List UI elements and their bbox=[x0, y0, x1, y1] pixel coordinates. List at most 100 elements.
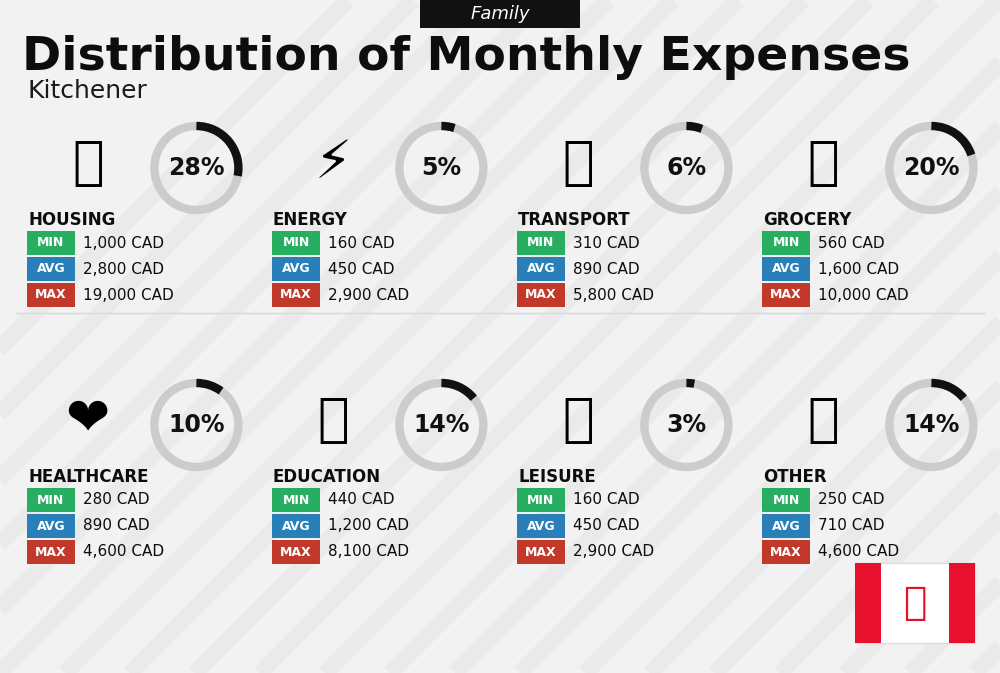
Text: ENERGY: ENERGY bbox=[273, 211, 348, 229]
Text: Family: Family bbox=[470, 5, 530, 23]
Text: 1,200 CAD: 1,200 CAD bbox=[328, 518, 409, 534]
Text: 🏢: 🏢 bbox=[73, 137, 104, 189]
Text: OTHER: OTHER bbox=[763, 468, 827, 486]
Text: AVG: AVG bbox=[282, 262, 310, 275]
Text: MAX: MAX bbox=[525, 289, 557, 302]
FancyBboxPatch shape bbox=[762, 231, 810, 255]
FancyBboxPatch shape bbox=[27, 540, 75, 564]
FancyBboxPatch shape bbox=[272, 231, 320, 255]
Text: 160 CAD: 160 CAD bbox=[328, 236, 395, 250]
FancyBboxPatch shape bbox=[27, 257, 75, 281]
Text: MAX: MAX bbox=[35, 546, 67, 559]
Text: 💰: 💰 bbox=[808, 394, 839, 446]
FancyBboxPatch shape bbox=[517, 283, 565, 307]
Text: MAX: MAX bbox=[770, 546, 802, 559]
Text: 2,900 CAD: 2,900 CAD bbox=[573, 544, 654, 559]
Text: MIN: MIN bbox=[527, 236, 555, 250]
Text: 440 CAD: 440 CAD bbox=[328, 493, 394, 507]
FancyBboxPatch shape bbox=[27, 231, 75, 255]
Text: 450 CAD: 450 CAD bbox=[328, 262, 394, 277]
Text: 🎓: 🎓 bbox=[318, 394, 349, 446]
Text: AVG: AVG bbox=[772, 262, 800, 275]
FancyBboxPatch shape bbox=[420, 0, 580, 28]
Text: 1,600 CAD: 1,600 CAD bbox=[818, 262, 899, 277]
Text: 280 CAD: 280 CAD bbox=[83, 493, 150, 507]
FancyBboxPatch shape bbox=[762, 257, 810, 281]
FancyBboxPatch shape bbox=[272, 540, 320, 564]
Text: 10%: 10% bbox=[168, 413, 225, 437]
Text: 310 CAD: 310 CAD bbox=[573, 236, 640, 250]
Text: AVG: AVG bbox=[772, 520, 800, 532]
Text: 890 CAD: 890 CAD bbox=[573, 262, 640, 277]
Bar bbox=[855, 563, 881, 643]
Text: 4,600 CAD: 4,600 CAD bbox=[818, 544, 899, 559]
Text: 1,000 CAD: 1,000 CAD bbox=[83, 236, 164, 250]
Text: MAX: MAX bbox=[35, 289, 67, 302]
Text: MIN: MIN bbox=[37, 236, 65, 250]
Text: 710 CAD: 710 CAD bbox=[818, 518, 885, 534]
Text: MAX: MAX bbox=[280, 546, 312, 559]
Text: 250 CAD: 250 CAD bbox=[818, 493, 885, 507]
Text: 2,900 CAD: 2,900 CAD bbox=[328, 287, 409, 302]
Text: 🛍️: 🛍️ bbox=[563, 394, 594, 446]
FancyBboxPatch shape bbox=[517, 231, 565, 255]
Text: ❤️: ❤️ bbox=[66, 394, 111, 446]
FancyBboxPatch shape bbox=[27, 514, 75, 538]
FancyBboxPatch shape bbox=[517, 488, 565, 512]
Text: LEISURE: LEISURE bbox=[518, 468, 596, 486]
Text: 4,600 CAD: 4,600 CAD bbox=[83, 544, 164, 559]
Text: ⚡: ⚡ bbox=[315, 137, 352, 189]
FancyBboxPatch shape bbox=[855, 563, 975, 643]
Text: 5,800 CAD: 5,800 CAD bbox=[573, 287, 654, 302]
FancyBboxPatch shape bbox=[517, 514, 565, 538]
Text: 6%: 6% bbox=[666, 156, 706, 180]
Text: EDUCATION: EDUCATION bbox=[273, 468, 381, 486]
Text: 14%: 14% bbox=[413, 413, 470, 437]
Text: MIN: MIN bbox=[282, 493, 310, 507]
Text: MAX: MAX bbox=[525, 546, 557, 559]
Text: 10,000 CAD: 10,000 CAD bbox=[818, 287, 909, 302]
Text: 560 CAD: 560 CAD bbox=[818, 236, 885, 250]
Text: 160 CAD: 160 CAD bbox=[573, 493, 640, 507]
Text: GROCERY: GROCERY bbox=[763, 211, 851, 229]
Text: Kitchener: Kitchener bbox=[28, 79, 148, 103]
Text: MAX: MAX bbox=[280, 289, 312, 302]
Text: 450 CAD: 450 CAD bbox=[573, 518, 640, 534]
FancyBboxPatch shape bbox=[762, 488, 810, 512]
Text: 🛒: 🛒 bbox=[808, 137, 839, 189]
FancyBboxPatch shape bbox=[762, 514, 810, 538]
Text: AVG: AVG bbox=[37, 262, 65, 275]
Text: MIN: MIN bbox=[772, 493, 800, 507]
Text: 19,000 CAD: 19,000 CAD bbox=[83, 287, 174, 302]
Text: 🍁: 🍁 bbox=[903, 584, 927, 622]
Bar bbox=[949, 563, 975, 643]
FancyBboxPatch shape bbox=[272, 488, 320, 512]
FancyBboxPatch shape bbox=[27, 283, 75, 307]
Text: MAX: MAX bbox=[770, 289, 802, 302]
Text: Distribution of Monthly Expenses: Distribution of Monthly Expenses bbox=[22, 36, 910, 81]
Text: TRANSPORT: TRANSPORT bbox=[518, 211, 631, 229]
Text: MIN: MIN bbox=[37, 493, 65, 507]
Text: HEALTHCARE: HEALTHCARE bbox=[28, 468, 148, 486]
Text: AVG: AVG bbox=[282, 520, 310, 532]
FancyBboxPatch shape bbox=[762, 283, 810, 307]
Text: 3%: 3% bbox=[666, 413, 706, 437]
Text: AVG: AVG bbox=[527, 262, 555, 275]
FancyBboxPatch shape bbox=[517, 257, 565, 281]
Text: 5%: 5% bbox=[421, 156, 461, 180]
FancyBboxPatch shape bbox=[272, 514, 320, 538]
FancyBboxPatch shape bbox=[272, 257, 320, 281]
Text: HOUSING: HOUSING bbox=[28, 211, 115, 229]
Text: MIN: MIN bbox=[527, 493, 555, 507]
Text: 8,100 CAD: 8,100 CAD bbox=[328, 544, 409, 559]
Text: AVG: AVG bbox=[37, 520, 65, 532]
Text: MIN: MIN bbox=[282, 236, 310, 250]
Text: 28%: 28% bbox=[168, 156, 225, 180]
Text: 890 CAD: 890 CAD bbox=[83, 518, 150, 534]
Text: MIN: MIN bbox=[772, 236, 800, 250]
FancyBboxPatch shape bbox=[517, 540, 565, 564]
FancyBboxPatch shape bbox=[27, 488, 75, 512]
FancyBboxPatch shape bbox=[762, 540, 810, 564]
Text: 2,800 CAD: 2,800 CAD bbox=[83, 262, 164, 277]
Text: 🚌: 🚌 bbox=[563, 137, 594, 189]
